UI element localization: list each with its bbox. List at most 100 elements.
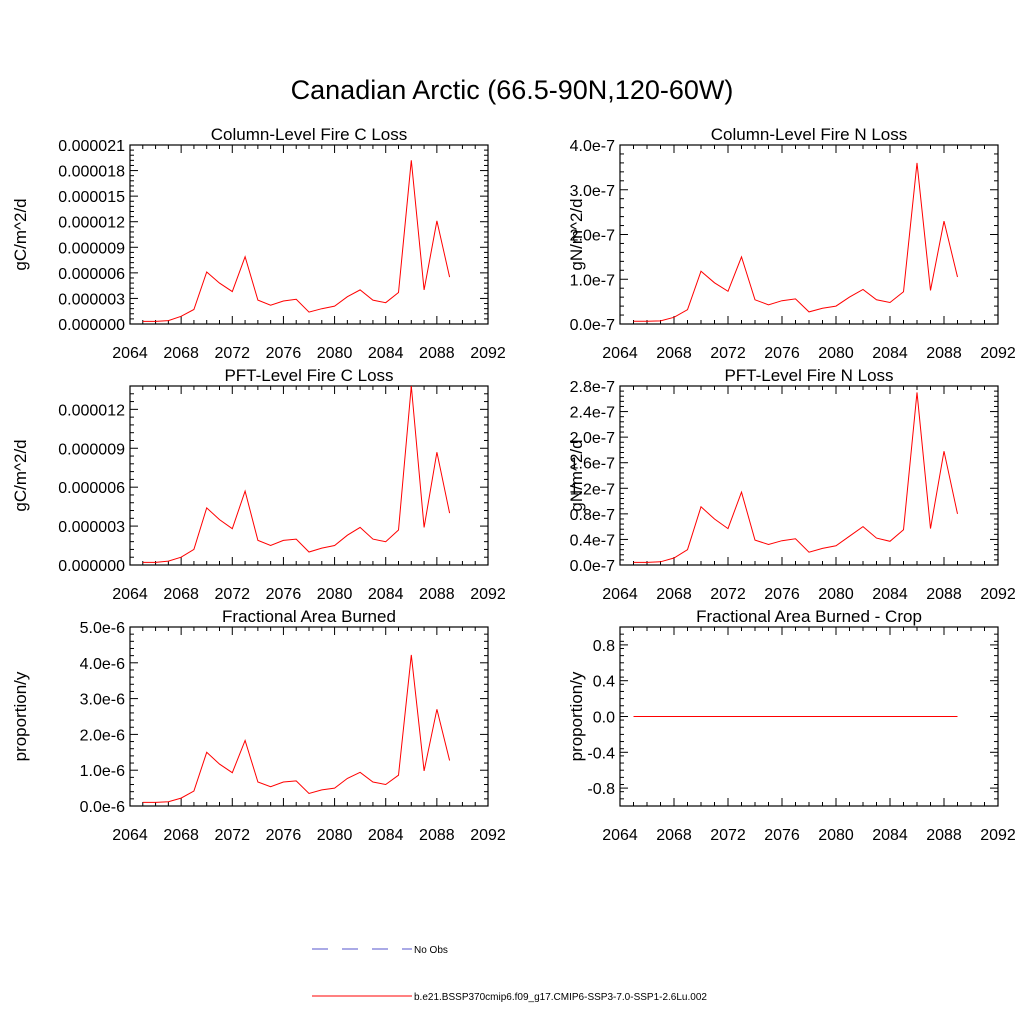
x-tick-label: 2072 <box>710 345 746 362</box>
panel-title: PFT-Level Fire C Loss <box>224 366 393 385</box>
series-line <box>633 162 958 322</box>
y-tick-label: 0.0e-7 <box>570 558 615 575</box>
chart-panel-2: Column-Level Fire N Loss gN/m^2/d 2064 2068… <box>567 125 1016 362</box>
y-tick-label: 0.000000 <box>58 317 125 334</box>
x-tick-label: 2068 <box>163 586 199 603</box>
x-tick-label: 2076 <box>764 827 800 844</box>
x-tick-label: 2080 <box>317 345 353 362</box>
x-tick-label: 2076 <box>764 345 800 362</box>
y-tick-label: 2.0e-6 <box>80 727 125 744</box>
y-tick-label: 0.000003 <box>58 291 125 308</box>
y-tick-label: -0.8 <box>587 781 615 798</box>
x-tick-label: 2092 <box>470 827 506 844</box>
chart-panel-5: Fractional Area Burned proportion/y 2064 20… <box>11 607 506 844</box>
x-tick-label: 2084 <box>872 345 908 362</box>
y-tick-label: 0.4 <box>593 674 615 691</box>
y-axis-label: gN/m^2/d <box>567 439 586 511</box>
y-tick-label: 0.000006 <box>58 266 125 283</box>
x-tick-label: 2076 <box>764 586 800 603</box>
x-tick-label: 2064 <box>112 586 148 603</box>
x-tick-label: 2072 <box>214 827 250 844</box>
x-tick-label: 2068 <box>656 586 692 603</box>
x-tick-label: 2076 <box>266 345 302 362</box>
y-tick-label: 0.0e-7 <box>570 317 615 334</box>
x-tick-label: 2068 <box>163 827 199 844</box>
y-tick-label: 0.000012 <box>58 402 125 419</box>
legend: No Obs b.e21.BSSP370cmip6.f09_g17.CMIP6-… <box>312 945 707 1003</box>
x-tick-label: 2080 <box>818 827 854 844</box>
y-tick-label: 2.0e-7 <box>570 430 615 447</box>
chart-panel-1: Column-Level Fire C Loss gC/m^2/d 2064 2068… <box>11 125 506 362</box>
x-tick-label: 2068 <box>163 345 199 362</box>
y-axis-label: proportion/y <box>11 671 30 761</box>
x-tick-label: 2088 <box>926 827 962 844</box>
chart-panel-4: PFT-Level Fire N Loss gN/m^2/d 2064 2068 207… <box>567 366 1016 603</box>
y-axis-label: gC/m^2/d <box>11 198 30 270</box>
y-tick-label: 0.0e-6 <box>80 799 125 816</box>
x-tick-label: 2072 <box>710 586 746 603</box>
y-tick-label: 1.0e-6 <box>80 763 125 780</box>
x-tick-label: 2084 <box>872 586 908 603</box>
y-tick-label: 1.0e-7 <box>570 272 615 289</box>
y-tick-label: 0.8 <box>593 638 615 655</box>
y-tick-label: 3.0e-7 <box>570 183 615 200</box>
panels: Column-Level Fire C Loss gC/m^2/d 2064 2068… <box>11 125 1016 844</box>
x-tick-label: 2088 <box>419 345 455 362</box>
y-tick-label: 2.8e-7 <box>570 379 615 396</box>
panel-title: PFT-Level Fire N Loss <box>724 366 893 385</box>
series-line <box>142 654 451 803</box>
x-tick-label: 2080 <box>317 586 353 603</box>
x-tick-label: 2064 <box>112 345 148 362</box>
y-tick-label: 0.000012 <box>58 215 125 232</box>
series-line <box>633 392 958 563</box>
y-tick-label: 0.000003 <box>58 519 125 536</box>
x-tick-label: 2084 <box>368 345 404 362</box>
x-tick-label: 2076 <box>266 827 302 844</box>
x-tick-label: 2064 <box>112 827 148 844</box>
y-tick-label: 3.0e-6 <box>80 692 125 709</box>
legend-label-no-obs: No Obs <box>414 945 448 956</box>
chart-panel-6: Fractional Area Burned - Crop proportion/… <box>567 607 1016 844</box>
y-tick-label: 0.4e-7 <box>570 532 615 549</box>
x-tick-label: 2088 <box>419 586 455 603</box>
x-tick-label: 2072 <box>710 827 746 844</box>
x-tick-label: 2084 <box>872 827 908 844</box>
panel-title: Column-Level Fire N Loss <box>711 125 908 144</box>
series-line <box>142 160 451 322</box>
y-tick-label: 0.000009 <box>58 240 125 257</box>
x-tick-label: 2088 <box>419 827 455 844</box>
y-tick-label: 0.000009 <box>58 441 125 458</box>
x-tick-label: 2080 <box>317 827 353 844</box>
plot-frame <box>129 385 489 566</box>
panel-title: Fractional Area Burned - Crop <box>696 607 922 626</box>
y-axis-label: gN/m^2/d <box>567 198 586 270</box>
panel-title: Fractional Area Burned <box>222 607 396 626</box>
x-tick-label: 2064 <box>602 827 638 844</box>
y-tick-label: 0.000000 <box>58 558 125 575</box>
x-tick-label: 2084 <box>368 827 404 844</box>
y-tick-label: 2.0e-7 <box>570 228 615 245</box>
y-tick-label: 0.0 <box>593 710 615 727</box>
series-line <box>142 385 451 563</box>
x-tick-label: 2080 <box>818 345 854 362</box>
x-tick-label: 2076 <box>266 586 302 603</box>
x-tick-label: 2068 <box>656 827 692 844</box>
chart-panel-3: PFT-Level Fire C Loss gC/m^2/d 2064 2068 207… <box>11 366 506 603</box>
y-tick-label: 4.0e-7 <box>570 138 615 155</box>
y-tick-label: 4.0e-6 <box>80 656 125 673</box>
x-tick-label: 2092 <box>470 345 506 362</box>
x-tick-label: 2064 <box>602 345 638 362</box>
y-tick-label: 0.000015 <box>58 189 125 206</box>
y-axis-label: proportion/y <box>567 671 586 761</box>
plot-frame <box>619 385 999 566</box>
x-tick-label: 2068 <box>656 345 692 362</box>
y-axis-label: gC/m^2/d <box>11 439 30 511</box>
x-tick-label: 2092 <box>980 345 1016 362</box>
x-tick-label: 2080 <box>818 586 854 603</box>
y-tick-label: 0.000021 <box>58 138 125 155</box>
y-tick-label: -0.4 <box>587 745 615 762</box>
panel-title: Column-Level Fire C Loss <box>211 125 408 144</box>
x-tick-label: 2092 <box>470 586 506 603</box>
x-tick-label: 2084 <box>368 586 404 603</box>
